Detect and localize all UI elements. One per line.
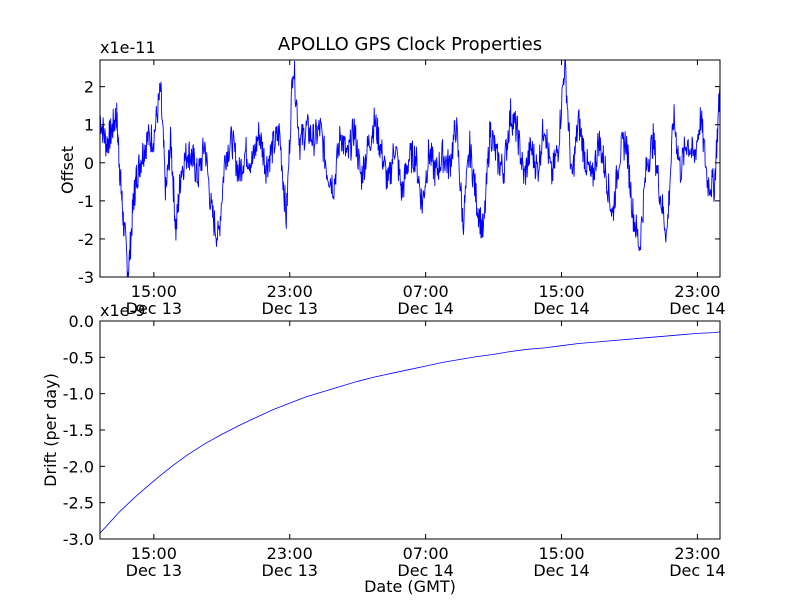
drift-plot-frame	[99, 320, 721, 540]
offset-plot-area	[99, 59, 721, 278]
chart-title: APOLLO GPS Clock Properties	[278, 34, 542, 55]
offset-x-tick-date-label: Dec 14	[669, 299, 725, 318]
drift-x-tick-time-label: 23:00	[267, 544, 313, 563]
drift-y-tick-label: -2.0	[63, 457, 94, 476]
drift-x-tick-date-label: Dec 14	[669, 561, 725, 580]
drift-x-tick-date-label: Dec 14	[533, 561, 589, 580]
offset-x-tick-date-label: Dec 13	[262, 299, 318, 318]
offset-y-tick-label: -2	[78, 230, 94, 249]
drift-y-tick-label: -1.0	[63, 385, 94, 404]
drift-y-tick-label: -1.5	[63, 421, 94, 440]
offset-x-tick-date-label: Dec 14	[533, 299, 589, 318]
drift-x-tick-time-label: 07:00	[403, 544, 449, 563]
offset-y-tick-label: 2	[84, 78, 94, 97]
drift-panel: x1e-9 Drift (per day) Date (GMT) 0.0 -0.5…	[41, 301, 726, 596]
drift-series-line	[99, 331, 721, 534]
drift-x-tick-date-label: Dec 13	[126, 561, 182, 580]
drift-y-tick-label: -0.5	[63, 348, 94, 367]
offset-y-tick-label: 1	[84, 116, 94, 135]
offset-series-line	[99, 59, 721, 278]
offset-y-axis-label: Offset	[58, 146, 77, 194]
drift-x-tick-time-label: 15:00	[538, 544, 584, 563]
drift-y-tick-label: -2.5	[63, 494, 94, 513]
offset-x-tick-time-label: 23:00	[674, 282, 720, 301]
drift-x-axis-label: Date (GMT)	[364, 577, 456, 596]
offset-x-tick-date-label: Dec 14	[397, 299, 453, 318]
offset-y-tick-label: 0	[84, 154, 94, 173]
offset-x-tick-time-label: 23:00	[267, 282, 313, 301]
drift-y-ticks: 0.0 -0.5 -1.0 -1.5 -2.0 -2.5 -3.0	[63, 312, 720, 549]
offset-x-tick-time-label: 15:00	[131, 282, 177, 301]
offset-y-tick-label: -1	[78, 192, 94, 211]
drift-y-multiplier: x1e-9	[100, 301, 145, 320]
drift-x-tick-date-label: Dec 14	[397, 561, 453, 580]
drift-y-axis-label: Drift (per day)	[41, 373, 60, 487]
drift-y-tick-label: 0.0	[69, 312, 94, 331]
offset-x-tick-time-label: 15:00	[538, 282, 584, 301]
offset-plot-frame	[99, 59, 721, 278]
offset-y-tick-label: -3	[78, 268, 94, 287]
drift-y-tick-label: -3.0	[63, 530, 94, 549]
offset-x-tick-time-label: 07:00	[403, 282, 449, 301]
offset-x-tick-date-label: Dec 13	[126, 299, 182, 318]
offset-y-multiplier: x1e-11	[100, 38, 156, 57]
drift-x-tick-time-label: 15:00	[131, 544, 177, 563]
drift-plot-area	[99, 331, 721, 534]
offset-y-ticks: 2 1 0 -1 -2 -3	[78, 78, 720, 287]
drift-x-tick-time-label: 23:00	[674, 544, 720, 563]
drift-x-tick-date-label: Dec 13	[262, 561, 318, 580]
